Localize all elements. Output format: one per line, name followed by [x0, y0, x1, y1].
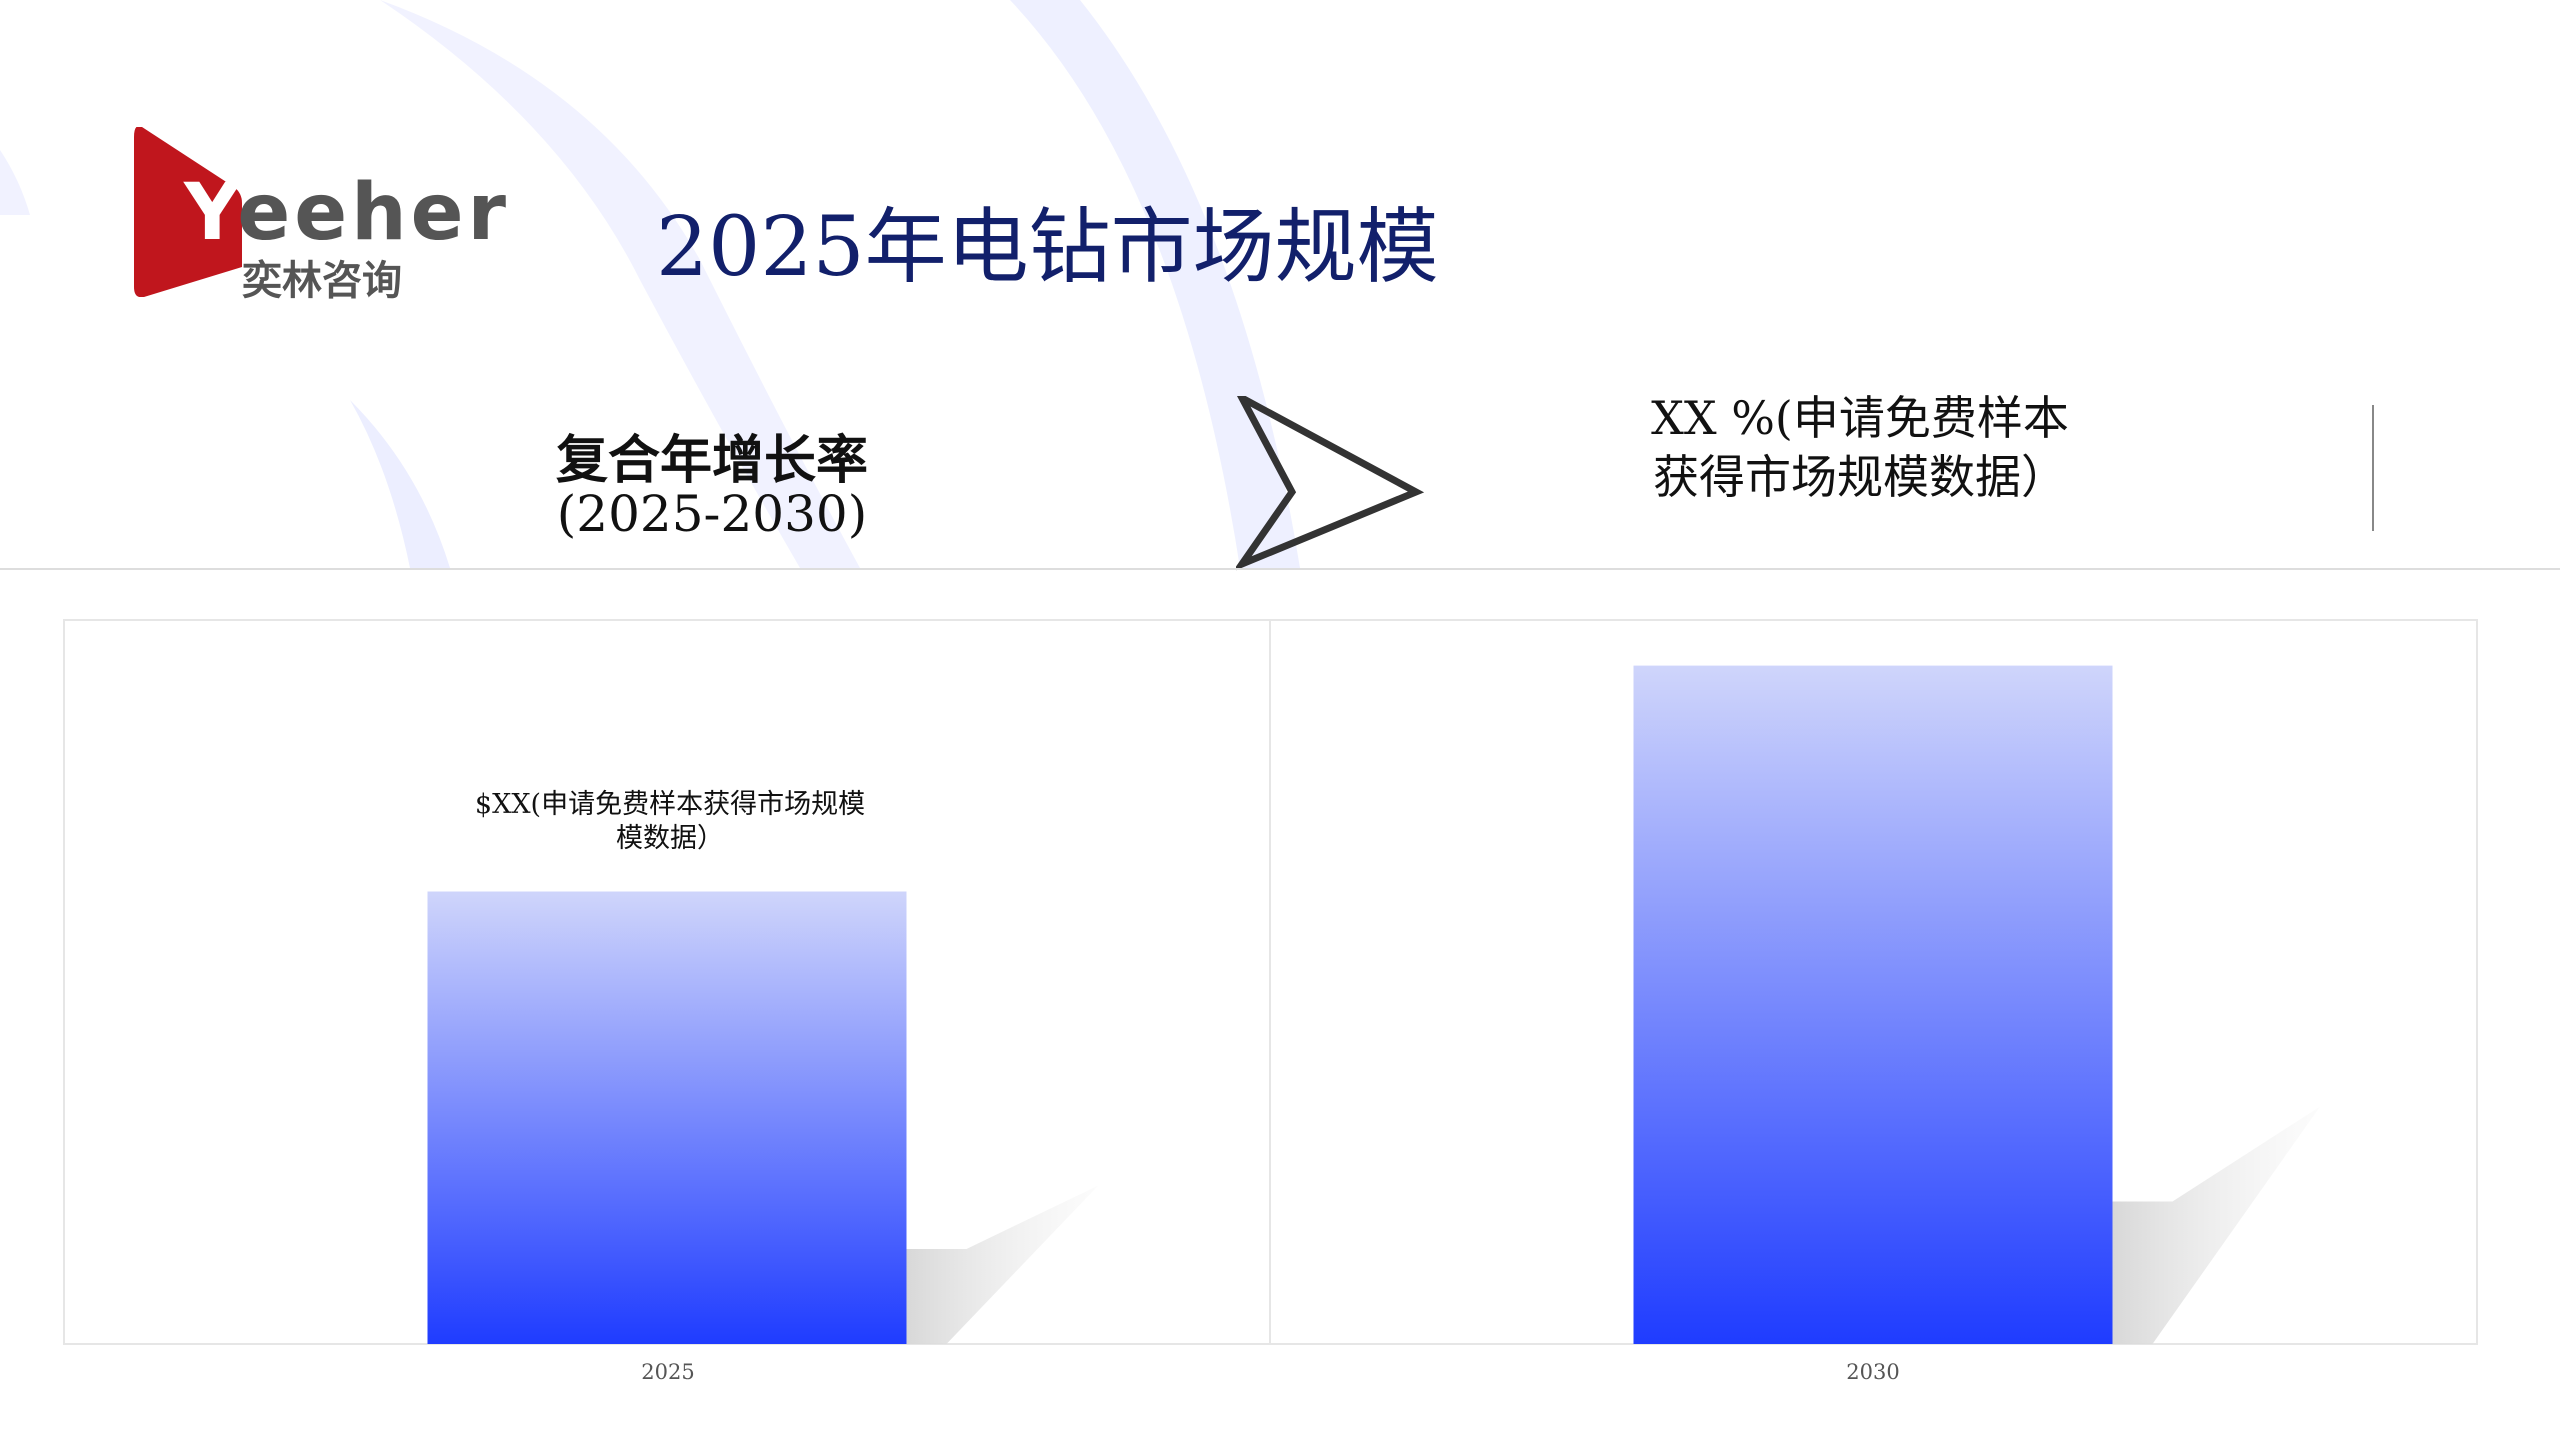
background-swoosh: [0, 150, 30, 215]
bar-shadow: [2112, 1106, 2320, 1344]
x-tick-label: 2030: [1846, 1360, 1900, 1384]
logo-play-icon: [134, 127, 242, 297]
background-swooshes: [0, 0, 1300, 568]
divider-vertical: [2372, 405, 2374, 531]
page-title: 2025年电钻市场规模: [656, 200, 1439, 295]
divider-horizontal: [0, 568, 2560, 570]
logo-text-cn: 奕林咨询: [242, 258, 402, 304]
cagr-period: (2025-2030): [556, 485, 868, 543]
arrow-icon: [1236, 396, 1425, 571]
bar-shadow: [906, 1185, 1099, 1344]
logo-text-en: Yeeher: [184, 168, 511, 258]
bar-2025: [427, 891, 907, 1344]
bar-2030: [1633, 665, 2113, 1344]
background-swoosh: [350, 400, 450, 568]
cagr-label: 复合年增长率: [555, 430, 868, 491]
background-swoosh: [380, 0, 860, 568]
background-swoosh: [1010, 0, 1300, 568]
x-tick-label: 2025: [641, 1360, 695, 1384]
data-label-line: 模数据）: [616, 823, 724, 854]
data-label-line: $XX(申请免费样本获得市场规模: [474, 789, 866, 820]
data-label: $XX(申请免费样本获得市场规模 模数据）: [420, 788, 920, 856]
cagr-value-line2: 获得市场规模数据）: [1653, 450, 2067, 504]
cagr-value-line1: XX %(申请免费样本: [1651, 391, 2069, 445]
